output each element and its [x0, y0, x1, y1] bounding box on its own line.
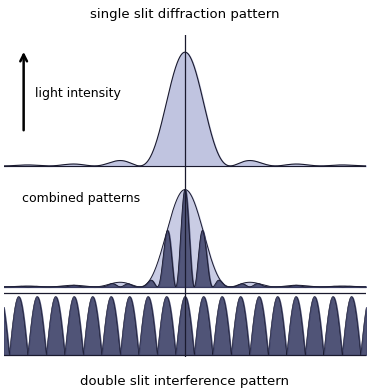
Text: double slit interference pattern: double slit interference pattern	[81, 375, 289, 388]
Text: combined patterns: combined patterns	[22, 192, 140, 205]
Text: single slit diffraction pattern: single slit diffraction pattern	[90, 8, 280, 21]
Text: light intensity: light intensity	[34, 87, 120, 100]
